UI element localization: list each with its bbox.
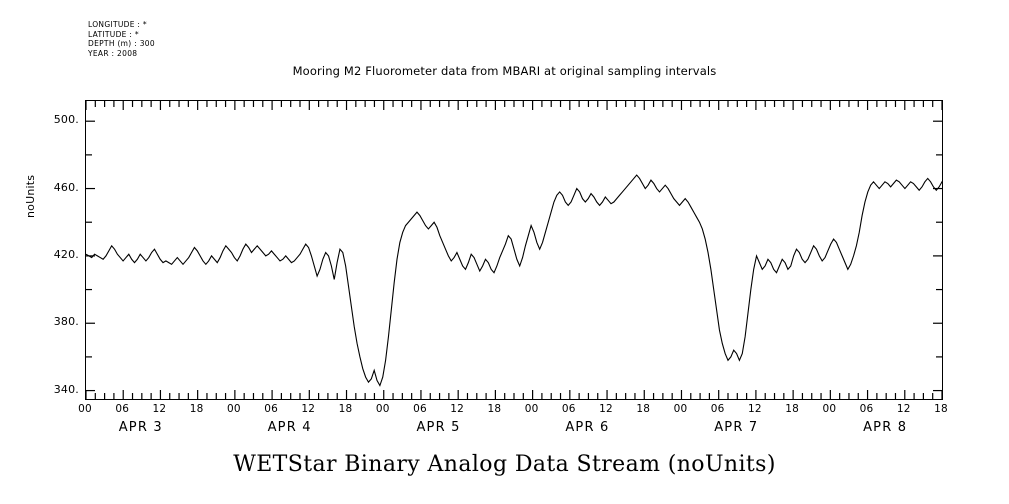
x-hour-tick-label: 18 (934, 403, 948, 415)
metadata-longitude: LONGITUDE : * (88, 20, 147, 29)
x-hour-tick-label: 00 (822, 403, 837, 415)
x-day-tick-label: APR 7 (714, 420, 759, 435)
x-day-tick-label: APR 6 (565, 420, 610, 435)
data-series-line (86, 174, 942, 387)
x-hour-tick-label: 12 (599, 403, 613, 415)
x-day-tick-label: APR 8 (863, 420, 908, 435)
x-hour-tick-label: 06 (859, 403, 874, 415)
chart-title: Mooring M2 Fluorometer data from MBARI a… (292, 64, 717, 78)
chart-caption: WETStar Binary Analog Data Stream (noUni… (233, 452, 776, 477)
x-hour-tick-label: 12 (748, 403, 762, 415)
y-tick-label: 500. (53, 113, 79, 127)
x-day-tick-label: APR 5 (416, 420, 461, 435)
x-hour-tick-label: 18 (189, 403, 204, 415)
x-hour-tick-label: 00 (524, 403, 539, 415)
metadata-depth: DEPTH (m) : 300 (88, 39, 155, 49)
x-hour-tick-label: 00 (78, 403, 92, 415)
x-hour-tick-label: 00 (375, 403, 390, 415)
plot-area (85, 100, 943, 400)
y-tick-label: 420. (53, 247, 79, 261)
x-hour-tick-label: 00 (673, 403, 688, 415)
x-day-tick-label: APR 4 (267, 420, 312, 435)
y-tick-label: 380. (53, 315, 79, 329)
x-hour-tick-label: 12 (301, 403, 316, 415)
x-hour-tick-label: 06 (561, 403, 576, 415)
x-hour-tick-label: 18 (785, 403, 799, 415)
x-day-tick-label: APR 3 (118, 420, 163, 435)
y-tick-label: 460. (53, 180, 79, 194)
x-hour-tick-label: 18 (636, 403, 651, 415)
x-hour-tick-label: 06 (264, 403, 278, 415)
x-hour-tick-label: 06 (413, 403, 427, 415)
metadata-latitude: LATITUDE : * (88, 29, 139, 39)
x-hour-tick-label: 18 (338, 403, 353, 415)
x-hour-tick-label: 12 (450, 403, 465, 415)
x-hour-tick-label: 12 (896, 403, 911, 415)
metadata-block: LONGITUDE : * LATITUDE : * DEPTH (m) : 3… (88, 20, 155, 58)
metadata-year: YEAR : 2008 (88, 48, 138, 58)
x-hour-tick-label: 18 (487, 403, 502, 415)
y-tick-label: 340. (53, 382, 79, 396)
data-line-chart (86, 101, 942, 399)
x-hour-tick-label: 12 (152, 403, 167, 415)
axis-tick-marks (86, 101, 942, 399)
x-hour-tick-label: 06 (115, 403, 130, 415)
x-hour-tick-label: 06 (710, 403, 725, 415)
x-hour-tick-label: 00 (226, 403, 241, 415)
